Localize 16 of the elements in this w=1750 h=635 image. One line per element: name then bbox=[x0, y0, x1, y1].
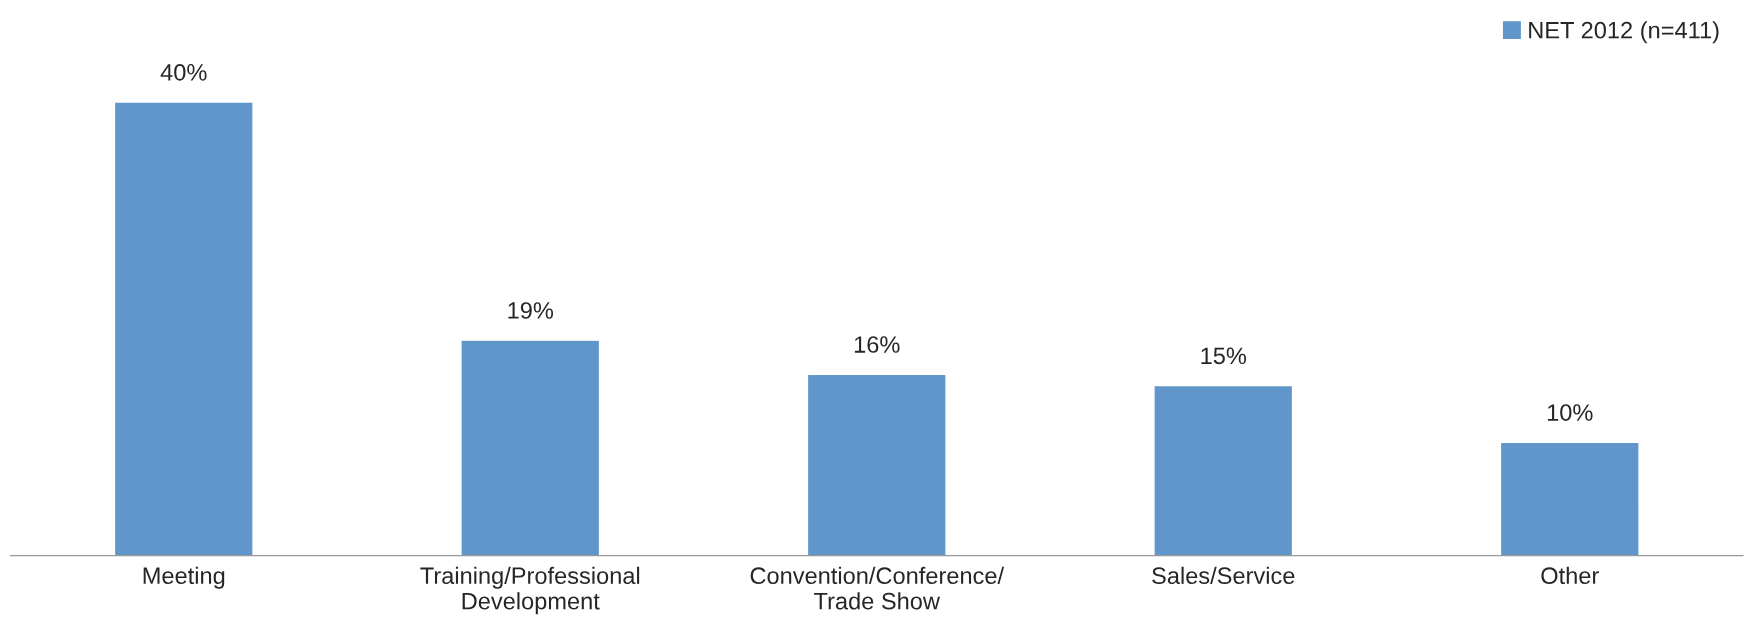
legend-label: NET 2012 (n=411) bbox=[1529, 21, 1719, 44]
x-tick-label: Other bbox=[1541, 566, 1599, 585]
bar bbox=[1153, 384, 1294, 556]
data-label: 19% bbox=[508, 302, 554, 319]
x-tick-label: Training/Professional Development bbox=[420, 566, 640, 615]
bar bbox=[806, 373, 947, 556]
data-label: 16% bbox=[854, 336, 900, 353]
data-label: 15% bbox=[1201, 347, 1247, 365]
data-label: 10% bbox=[1547, 404, 1593, 421]
x-tick-label: Meeting bbox=[143, 566, 225, 589]
x-tick-label: Convention/Conference/ Trade Show bbox=[750, 566, 1005, 610]
bar bbox=[113, 101, 254, 556]
x-tick-label: Sales/Service bbox=[1152, 566, 1295, 585]
bar bbox=[460, 339, 601, 556]
bar bbox=[1499, 441, 1640, 556]
data-label: 40% bbox=[160, 64, 207, 81]
